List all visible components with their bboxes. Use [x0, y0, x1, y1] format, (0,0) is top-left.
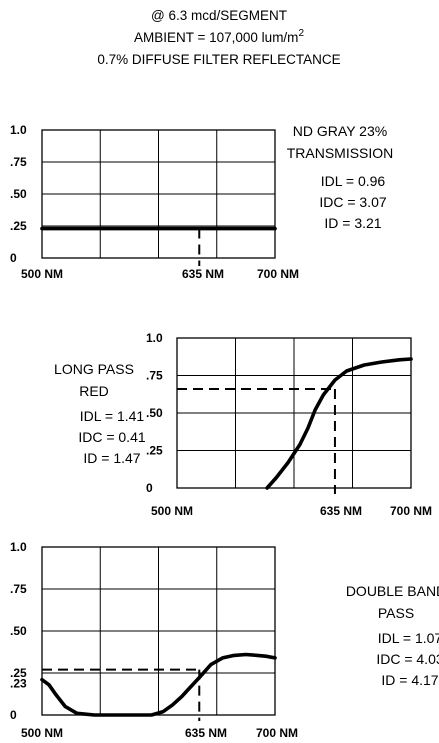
- y-tick-label: .25: [10, 666, 27, 680]
- header: @ 6.3 mcd/SEGMENT AMBIENT = 107,000 lum/…: [97, 8, 340, 67]
- stat-value: IDL = 0.96: [321, 173, 386, 189]
- stat-value: IDL = 1.07: [378, 630, 439, 646]
- filter-label-line: LONG PASS: [54, 361, 134, 377]
- transmission-curve: [40, 652, 277, 717]
- x-tick-label: 700 NM: [257, 267, 299, 281]
- y-tick-label: 1.0: [10, 123, 27, 137]
- y-tick-label: .50: [146, 406, 163, 420]
- stat-value: ID = 4.17: [381, 672, 438, 688]
- y-tick-label: .75: [146, 369, 163, 383]
- filter-label-line: RED: [79, 383, 109, 399]
- x-tick-label: 500 NM: [21, 267, 63, 281]
- y-tick-label: 0: [10, 708, 17, 722]
- x-tick-label: 500 NM: [21, 726, 63, 740]
- header-line-2-text: AMBIENT = 107,000 lum/m: [134, 30, 298, 45]
- chart-1: 1.0 .75 .50 .25 0 500 NM 635 NM 700 NM ND GRAY 2…: [10, 123, 393, 281]
- y-tick-label: .50: [10, 624, 27, 638]
- x-tick-label: 635 NM: [182, 267, 224, 281]
- x-tick-label: 500 NM: [151, 504, 193, 518]
- filter-label-line: DOUBLE BAND: [346, 583, 439, 599]
- stat-value: IDC = 3.07: [319, 194, 387, 210]
- x-tick-label: 635 NM: [185, 726, 227, 740]
- filter-label-line: ND GRAY 23%: [293, 123, 387, 139]
- header-line-3: 0.7% DIFFUSE FILTER REFLECTANCE: [97, 52, 340, 67]
- plot-frame: [41, 546, 276, 716]
- plot-frame: [41, 129, 276, 259]
- header-line-1: @ 6.3 mcd/SEGMENT: [151, 8, 287, 23]
- y-tick-label: 1.0: [10, 540, 27, 554]
- header-line-2-superscript: 2: [298, 28, 304, 39]
- plot-frame: [176, 337, 412, 489]
- filter-label-line: PASS: [378, 605, 414, 621]
- header-line-2: AMBIENT = 107,000 lum/m2: [134, 28, 304, 45]
- y-tick-label: .75: [10, 582, 27, 596]
- stat-value: IDC = 0.41: [78, 429, 146, 445]
- y-tick-label: 0: [146, 481, 153, 495]
- filter-label-line: TRANSMISSION: [287, 145, 394, 161]
- x-tick-label: 635 NM: [320, 504, 362, 518]
- y-tick-label: .25: [146, 444, 163, 458]
- y-tick-label: 0: [10, 251, 17, 265]
- stat-value: IDL = 1.41: [80, 408, 145, 424]
- chart-3: 1.0 .75 .50 .25.23 0 500 NM 635 NM 700 NM DOUBLE…: [10, 540, 439, 740]
- x-tick-label: 700 NM: [256, 726, 298, 740]
- y-tick-label: 1.0: [146, 331, 163, 345]
- y-tick-label: .50: [10, 187, 27, 201]
- stat-value: ID = 1.47: [83, 450, 140, 466]
- chart-2: 1.0 .75 .50 .25 0 500 NM 635 NM 700 NM LONG PASS…: [54, 331, 432, 518]
- y-tick-label: .25: [10, 219, 27, 233]
- transmission-curve: [265, 357, 413, 490]
- stat-value: ID = 3.21: [324, 215, 381, 231]
- x-tick-label: 700 NM: [390, 504, 432, 518]
- charts: 1.0 .75 .50 .25 0 500 NM 635 NM 700 NM ND GRAY 2…: [10, 123, 439, 740]
- y-tick-label: .23: [10, 676, 27, 690]
- y-tick-label: .75: [10, 155, 27, 169]
- stat-value: IDC = 4.03: [376, 651, 439, 667]
